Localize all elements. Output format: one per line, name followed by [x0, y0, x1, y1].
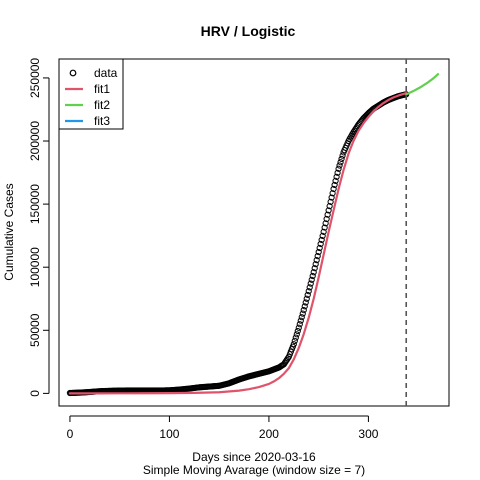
y-axis-label: Cumulative Cases — [2, 183, 16, 280]
data-point — [323, 215, 330, 223]
plot-frame — [58, 58, 450, 407]
axes: 0 100 200 300 0 50000 100000 150000 200000 250000 — [28, 58, 379, 441]
x-tick-label: 0 — [67, 427, 74, 441]
legend-box — [58, 58, 124, 130]
y-tick-label: 150000 — [28, 184, 42, 224]
x-tick-label: 200 — [259, 427, 279, 441]
data-point — [329, 190, 336, 197]
data-point — [333, 173, 340, 180]
data-point — [292, 334, 299, 341]
data-point — [294, 327, 301, 335]
data-point — [332, 177, 339, 184]
data-point — [326, 203, 333, 210]
data-point — [307, 280, 314, 287]
data-point — [313, 257, 320, 264]
legend-label-fit2: fit2 — [94, 98, 110, 112]
data-point — [310, 269, 317, 276]
data-point — [314, 253, 321, 260]
data-point — [290, 341, 297, 348]
data-point — [306, 284, 313, 291]
data-point — [311, 265, 318, 272]
series-data — [66, 91, 410, 397]
x-axis-subtitle: Simple Moving Avarage (window size = 7) — [143, 463, 365, 477]
data-point — [331, 181, 338, 189]
data-point — [317, 240, 324, 248]
chart-title: HRV / Logistic — [201, 23, 296, 39]
y-tick-label: 200000 — [28, 121, 42, 161]
data-point — [309, 272, 316, 280]
x-axis-label: Days since 2020-03-16 — [192, 450, 316, 464]
data-point — [297, 317, 304, 324]
data-point — [321, 224, 328, 231]
data-point — [291, 337, 298, 344]
data-point — [337, 159, 344, 166]
data-point — [334, 169, 341, 176]
legend-label-fit3: fit3 — [94, 114, 110, 128]
data-point — [300, 307, 307, 314]
data-point — [325, 207, 332, 214]
data-point — [298, 314, 305, 321]
legend-label-fit1: fit1 — [94, 82, 110, 96]
data-point — [303, 295, 310, 302]
data-point — [320, 228, 327, 235]
data-point — [296, 321, 303, 328]
data-point — [319, 232, 326, 240]
data-point — [308, 276, 315, 283]
y-tick-label: 250000 — [28, 58, 42, 98]
x-tick-label: 300 — [358, 427, 378, 441]
series-fit2-line — [405, 73, 440, 96]
data-point — [335, 165, 342, 172]
data-point — [328, 194, 335, 201]
data-point — [293, 331, 300, 338]
data-point — [315, 248, 322, 256]
data-point — [322, 220, 329, 227]
data-point — [324, 211, 331, 218]
data-point — [299, 310, 306, 317]
y-tick-label: 100000 — [28, 247, 42, 287]
data-point — [312, 261, 319, 268]
x-tick-label: 100 — [159, 427, 179, 441]
data-point — [338, 155, 345, 163]
data-point — [339, 152, 346, 159]
data-point — [318, 236, 325, 244]
data-point — [330, 185, 337, 193]
data-point — [327, 198, 334, 205]
data-point — [304, 291, 311, 299]
data-point — [302, 299, 309, 306]
plot-area — [66, 59, 440, 406]
y-tick-label: 0 — [28, 390, 42, 397]
legend: data fit1 fit2 fit3 — [58, 58, 124, 130]
data-point — [301, 303, 308, 310]
y-tick-label: 50000 — [28, 313, 42, 347]
data-point — [295, 324, 302, 331]
series-fit1-line — [68, 91, 408, 395]
legend-symbol-data — [69, 69, 77, 77]
data-point — [336, 162, 343, 169]
legend-label-data: data — [94, 66, 118, 80]
data-point — [305, 288, 312, 295]
data-point — [316, 244, 323, 252]
